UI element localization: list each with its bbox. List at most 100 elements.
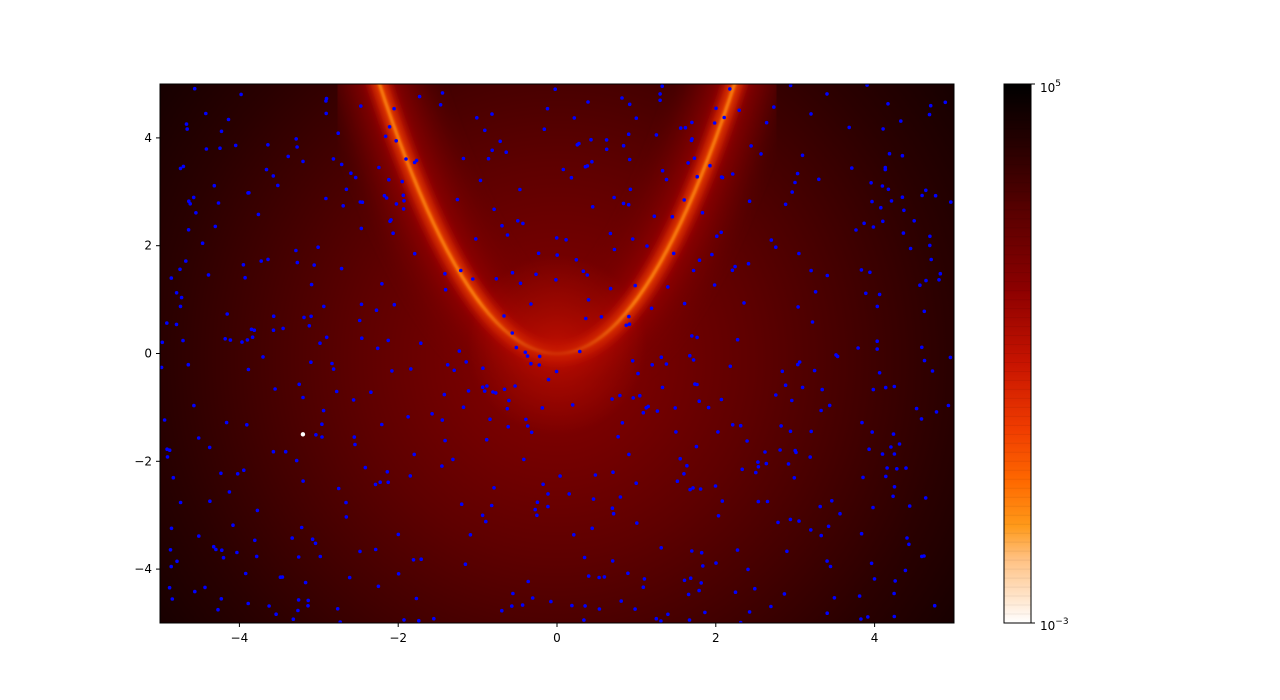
scatter-point bbox=[797, 519, 801, 523]
scatter-point bbox=[691, 486, 695, 490]
scatter-point bbox=[904, 466, 908, 470]
scatter-point bbox=[274, 612, 278, 616]
scatter-point bbox=[868, 270, 872, 275]
scatter-point bbox=[927, 112, 932, 117]
scatter-point bbox=[504, 150, 509, 154]
scatter-point bbox=[338, 620, 342, 623]
scatter-point bbox=[825, 92, 829, 96]
scatter-point bbox=[295, 145, 299, 149]
scatter-point bbox=[221, 555, 226, 560]
scatter-point bbox=[233, 143, 238, 148]
scatter-point bbox=[620, 421, 625, 425]
scatter-point bbox=[880, 452, 885, 456]
scatter-point bbox=[484, 437, 489, 442]
scatter-point bbox=[235, 472, 240, 476]
scatter-point bbox=[191, 195, 196, 200]
scatter-point bbox=[813, 290, 818, 294]
scatter-point bbox=[505, 406, 510, 411]
scatter-point bbox=[733, 590, 738, 594]
scatter-point bbox=[793, 180, 797, 185]
scatter-point bbox=[754, 470, 758, 475]
x-axis: −4 −2 0 2 4 bbox=[231, 623, 878, 645]
scatter-point bbox=[838, 511, 842, 516]
scatter-point bbox=[710, 252, 714, 257]
scatter-point bbox=[694, 444, 699, 449]
scatter-point bbox=[219, 129, 224, 134]
scatter-point bbox=[228, 338, 233, 342]
scatter-point bbox=[869, 181, 873, 185]
scatter-point bbox=[885, 466, 889, 470]
scatter-point bbox=[259, 259, 264, 263]
scatter-point bbox=[875, 347, 879, 351]
scatter-point bbox=[360, 336, 364, 341]
scatter-point bbox=[169, 276, 174, 280]
scatter-point bbox=[216, 607, 220, 612]
scatter-point bbox=[219, 597, 224, 601]
x-tick-label: −4 bbox=[231, 631, 249, 645]
scatter-point bbox=[616, 434, 620, 439]
scatter-point bbox=[881, 219, 885, 224]
scatter-point bbox=[178, 267, 182, 272]
scatter-point bbox=[335, 607, 340, 611]
scatter-point bbox=[871, 505, 875, 510]
scatter-point bbox=[167, 585, 172, 590]
y-axis: −4 −2 0 2 4 bbox=[134, 131, 160, 576]
scatter-point bbox=[185, 127, 189, 131]
scatter-point bbox=[273, 387, 277, 391]
scatter-point bbox=[612, 195, 616, 200]
scatter-point bbox=[174, 322, 179, 327]
scatter-point bbox=[382, 193, 387, 198]
scatter-point bbox=[160, 365, 164, 370]
scatter-point bbox=[690, 120, 694, 125]
colorbar-gradient bbox=[1004, 84, 1031, 623]
scatter-point bbox=[567, 492, 571, 496]
scatter-point bbox=[875, 304, 880, 309]
scatter-point bbox=[197, 534, 201, 538]
scatter-point bbox=[934, 410, 939, 414]
scatter-point bbox=[440, 418, 445, 422]
scatter-point bbox=[797, 251, 801, 256]
scatter-point bbox=[245, 338, 250, 342]
scatter-point bbox=[440, 91, 445, 95]
scatter-point bbox=[891, 494, 895, 499]
scatter-point bbox=[492, 207, 496, 212]
scatter-point bbox=[808, 455, 812, 459]
scatter-point bbox=[226, 117, 231, 122]
x-tick-label: −2 bbox=[389, 631, 407, 645]
scatter-point bbox=[716, 430, 720, 434]
scatter-point bbox=[884, 474, 888, 479]
scatter-point bbox=[266, 257, 270, 262]
scatter-point bbox=[697, 258, 702, 263]
scatter-point bbox=[414, 596, 419, 601]
scatter-point bbox=[347, 575, 352, 580]
scatter-point bbox=[290, 536, 295, 540]
scatter-point bbox=[358, 549, 362, 554]
scatter-point bbox=[430, 412, 434, 416]
scatter-point bbox=[455, 197, 460, 202]
scatter-point bbox=[322, 304, 326, 309]
scatter-point bbox=[489, 503, 494, 508]
scatter-point bbox=[892, 485, 897, 489]
scatter-point bbox=[928, 243, 932, 248]
scatter-point bbox=[219, 471, 223, 476]
scatter-point bbox=[488, 417, 492, 422]
scatter-point bbox=[203, 585, 207, 590]
scatter-point bbox=[745, 439, 749, 443]
scatter-point bbox=[730, 172, 735, 176]
scatter-point bbox=[530, 596, 535, 600]
scatter-point bbox=[920, 345, 924, 350]
scatter-point bbox=[590, 159, 594, 164]
scatter-point bbox=[391, 231, 395, 235]
scatter-point bbox=[641, 585, 646, 589]
scatter-point bbox=[720, 175, 725, 180]
scatter-point bbox=[796, 362, 800, 367]
scatter-point bbox=[400, 179, 405, 184]
scatter-point bbox=[554, 236, 559, 240]
scatter-point bbox=[759, 152, 763, 156]
scatter-point bbox=[402, 199, 406, 203]
scatter-point bbox=[746, 567, 750, 572]
scatter-point bbox=[401, 207, 406, 211]
scatter-point bbox=[162, 418, 167, 422]
scatter-point bbox=[586, 298, 591, 302]
x-tick-label: 2 bbox=[712, 631, 720, 645]
